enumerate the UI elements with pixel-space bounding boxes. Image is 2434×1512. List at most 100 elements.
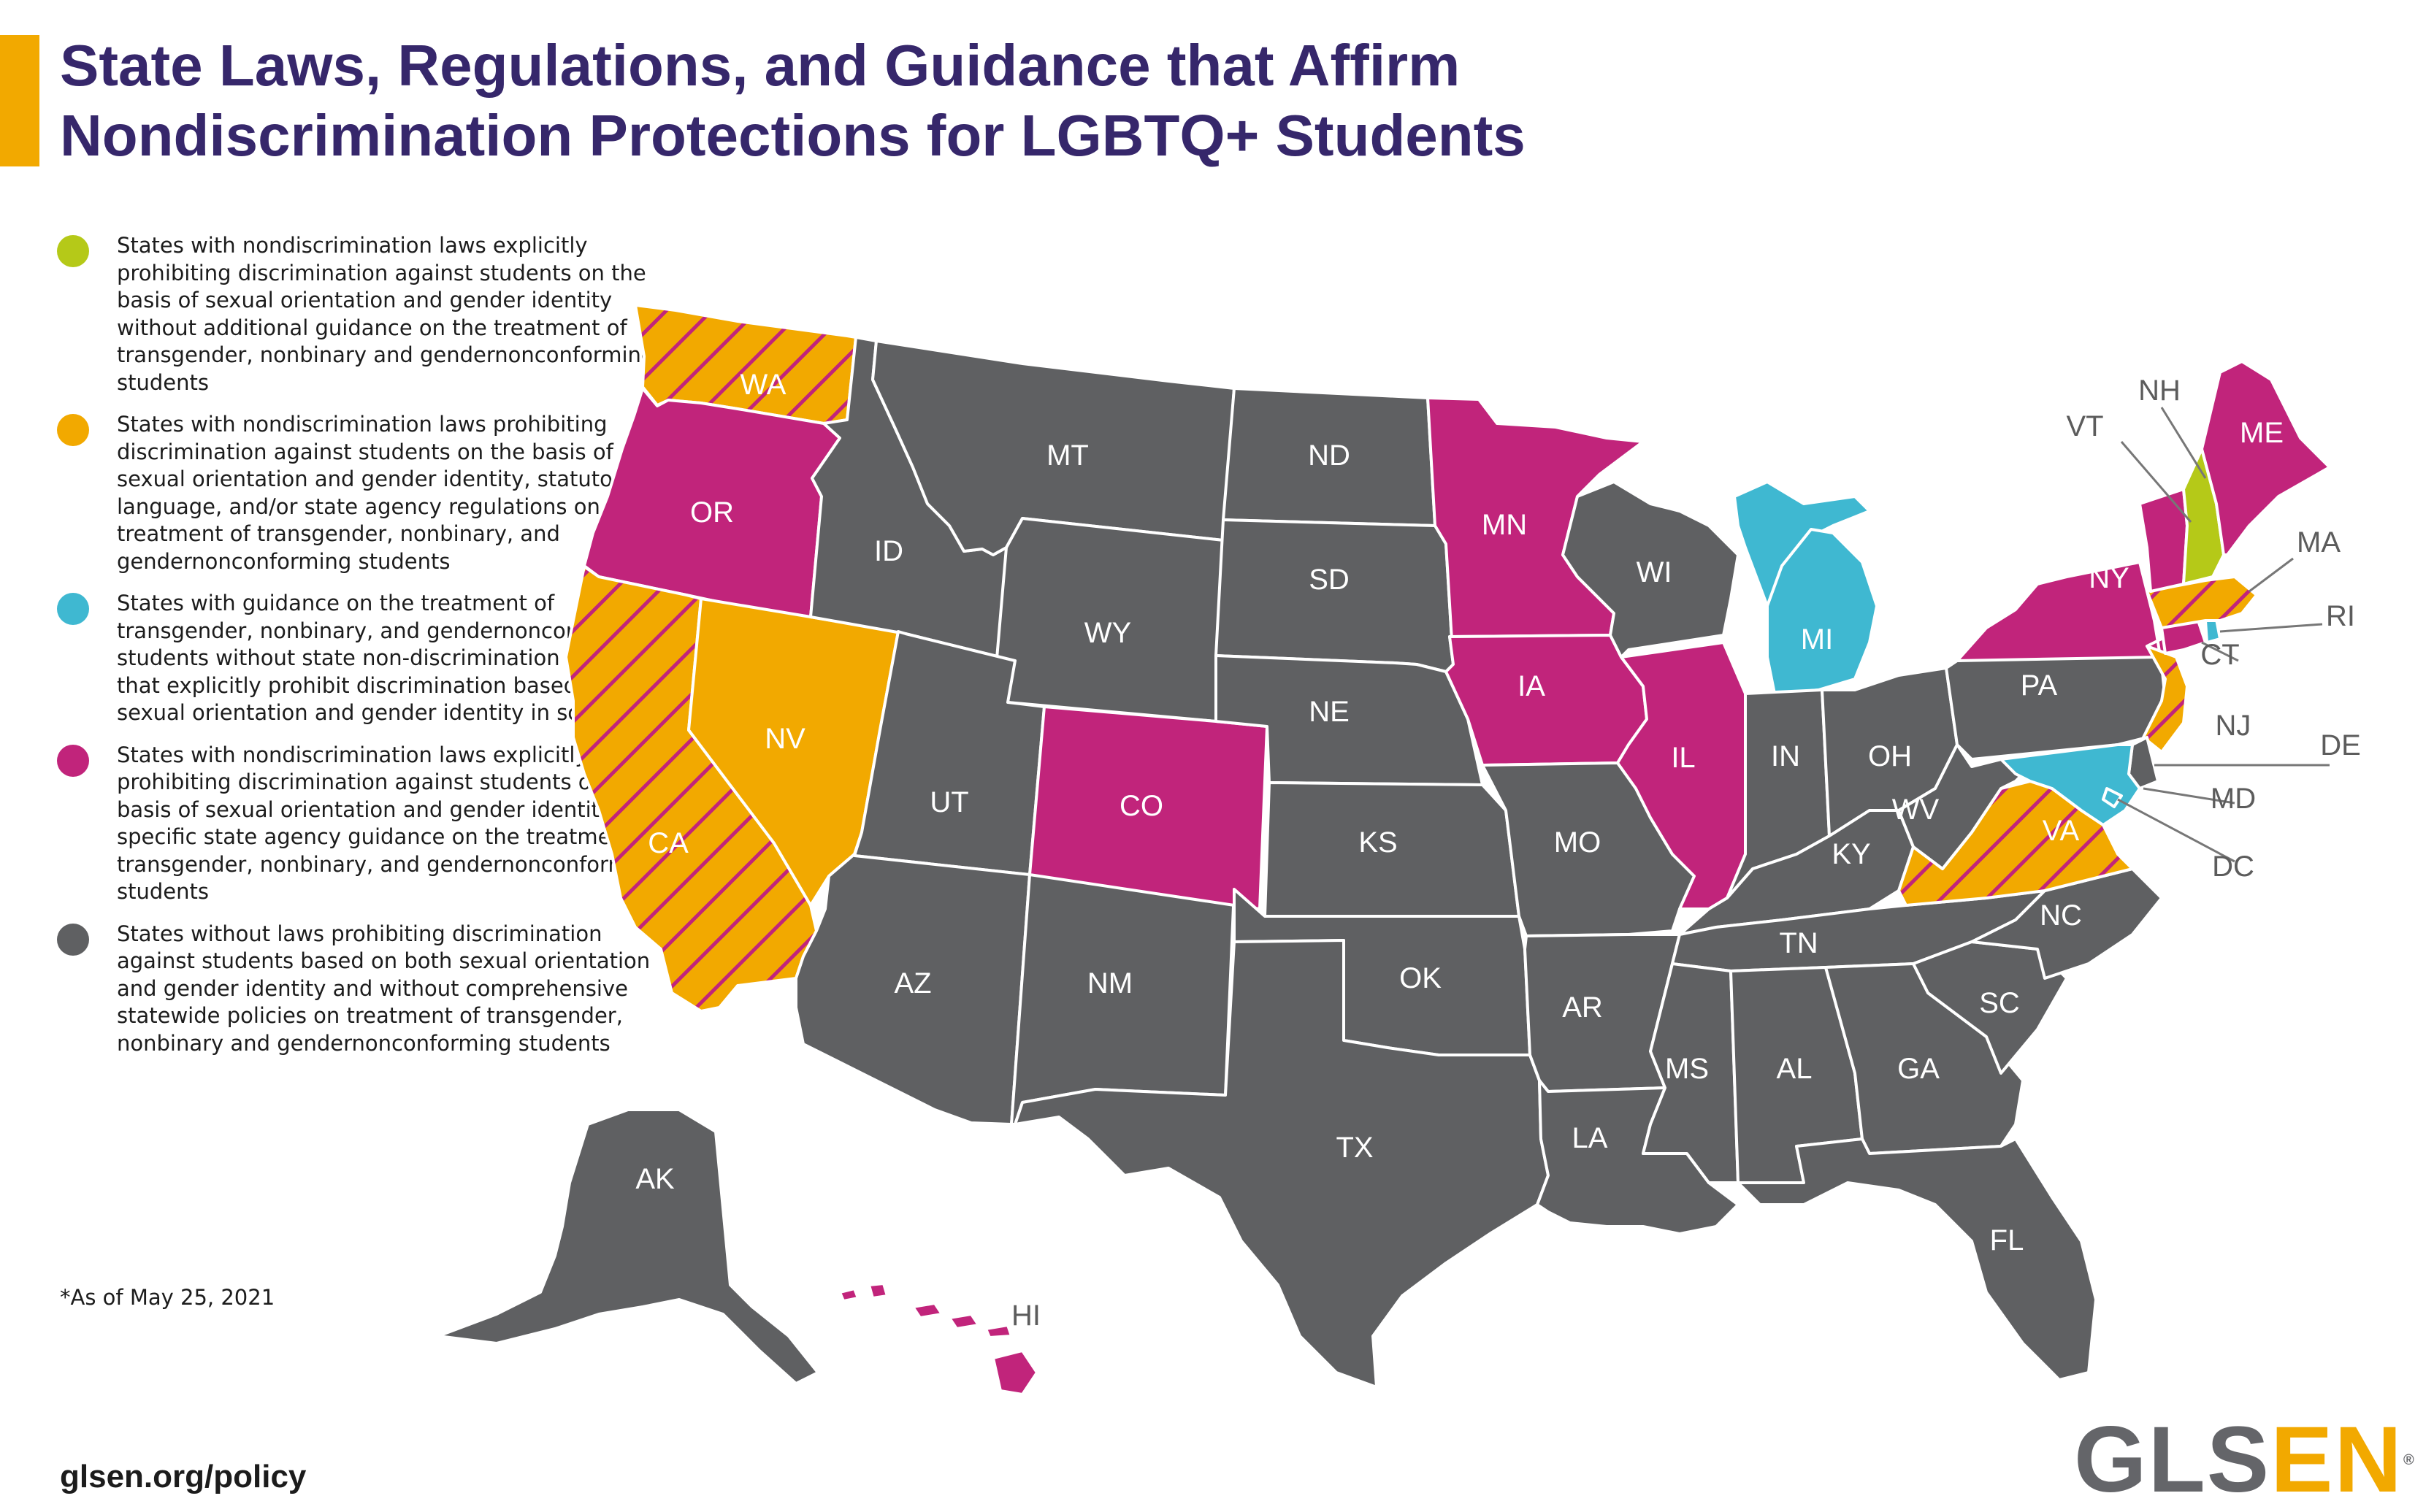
state-label-ga: GA xyxy=(1897,1053,1940,1085)
state-label-va: VA xyxy=(2043,815,2080,847)
state-ne xyxy=(1214,654,1484,786)
state-label-hi: HI xyxy=(1011,1300,1041,1332)
state-label-in: IN xyxy=(1771,740,1800,772)
legend-swatch-gray xyxy=(57,923,89,956)
state-label-ak: AK xyxy=(635,1163,675,1195)
state-label-nm: NM xyxy=(1087,967,1133,999)
state-label-oh: OH xyxy=(1868,740,1912,772)
state-label-co: CO xyxy=(1120,790,1163,822)
state-az xyxy=(795,853,1031,1126)
state-label-nv: NV xyxy=(765,723,805,755)
callout-line xyxy=(2219,623,2323,633)
state-ma xyxy=(2146,575,2258,629)
state-md xyxy=(1999,743,2141,826)
state-label-az: AZ xyxy=(894,967,931,999)
logo-registered-mark: ® xyxy=(2403,1452,2414,1468)
states-layer xyxy=(437,304,2331,1396)
glsen-logo: GLSEN® xyxy=(2074,1413,2414,1508)
state-mt xyxy=(871,339,1236,556)
state-hi xyxy=(911,1302,944,1319)
state-label-me: ME xyxy=(2240,417,2284,449)
state-hi xyxy=(992,1349,1038,1396)
legend-text-gray: States without laws prohibiting discrimi… xyxy=(117,921,651,1056)
state-sd xyxy=(1214,518,1455,673)
state-label-mi: MI xyxy=(1801,623,1833,656)
state-label-ma: MA xyxy=(2297,526,2341,559)
state-label-ky: KY xyxy=(1832,838,1870,870)
state-label-ia: IA xyxy=(1518,670,1545,702)
state-label-tn: TN xyxy=(1779,927,1818,959)
state-mi xyxy=(1766,528,1878,695)
state-ms xyxy=(1642,962,1740,1184)
state-label-dc: DC xyxy=(2212,851,2254,883)
state-label-ct: CT xyxy=(2200,639,2239,671)
state-label-ar: AR xyxy=(1562,991,1603,1024)
state-label-or: OR xyxy=(690,496,734,529)
state-label-mn: MN xyxy=(1482,509,1527,541)
callout-line xyxy=(2160,407,2207,479)
state-hi xyxy=(838,1287,860,1302)
state-label-wy: WY xyxy=(1084,617,1131,649)
title-line-1: State Laws, Regulations, and Guidance th… xyxy=(60,33,1461,98)
state-fl xyxy=(1737,1137,2097,1381)
state-label-tx: TX xyxy=(1336,1132,1373,1164)
state-hi xyxy=(868,1282,889,1300)
legend-text-orange: States with nondiscrimination laws prohi… xyxy=(117,412,642,574)
state-label-nd: ND xyxy=(1308,440,1350,472)
state-pa xyxy=(1945,645,2167,761)
state-label-ri: RI xyxy=(2326,600,2355,632)
callout-line xyxy=(2117,798,2235,863)
labels-layer: WA OR CA NV ID MT WY UT AZ NM CO ND SD NE KS OK TX MN IA MO… xyxy=(635,369,2360,1332)
callouts-layer xyxy=(2117,407,2330,863)
footnote: *As of May 25, 2021 xyxy=(60,1285,275,1310)
state-me xyxy=(2200,360,2331,556)
state-wi xyxy=(1561,480,1740,659)
legend-swatch-green xyxy=(57,235,89,267)
legend-item-magenta: States with nondiscrimination laws expli… xyxy=(57,742,663,906)
state-label-nc: NC xyxy=(2040,899,2082,932)
state-label-ut: UT xyxy=(930,786,968,818)
state-dc xyxy=(2102,787,2123,808)
state-label-md: MD xyxy=(2211,783,2256,815)
callout-line xyxy=(2120,441,2192,523)
state-label-ok: OK xyxy=(1399,962,1442,994)
state-ak xyxy=(437,1108,819,1385)
state-tx xyxy=(1014,939,1550,1389)
state-label-pa: PA xyxy=(2021,669,2058,702)
state-label-al: AL xyxy=(1777,1053,1813,1085)
legend-text-magenta: States with nondiscrimination laws expli… xyxy=(117,742,662,905)
state-label-la: LA xyxy=(1572,1122,1608,1154)
state-nj xyxy=(2142,645,2189,753)
state-label-nj: NJ xyxy=(2216,710,2251,742)
state-label-id: ID xyxy=(874,535,903,567)
state-label-mo: MO xyxy=(1554,826,1601,859)
state-label-ks: KS xyxy=(1358,826,1397,859)
title-accent-bar xyxy=(0,35,39,166)
state-label-wv: WV xyxy=(1892,794,1940,826)
state-label-wi: WI xyxy=(1637,556,1672,588)
legend-swatch-teal xyxy=(57,593,89,625)
state-nc xyxy=(1970,867,2163,980)
state-hi xyxy=(948,1313,980,1330)
legend: States with nondiscrimination laws expli… xyxy=(57,232,663,1057)
callout-line xyxy=(2201,641,2239,662)
page-title: State Laws, Regulations, and Guidance th… xyxy=(60,31,1740,171)
state-hi xyxy=(984,1324,1013,1339)
logo-en: EN xyxy=(2270,1408,2403,1512)
state-label-sd: SD xyxy=(1309,564,1350,596)
policy-url: glsen.org/policy xyxy=(60,1459,307,1494)
state-label-de: DE xyxy=(2320,729,2361,761)
legend-swatch-magenta xyxy=(57,744,89,777)
state-label-ny: NY xyxy=(2089,562,2129,594)
state-label-sc: SC xyxy=(1979,987,2020,1019)
state-vt xyxy=(2138,488,2189,593)
legend-item-gray: States without laws prohibiting discrimi… xyxy=(57,921,663,1058)
callout-line xyxy=(2143,787,2235,805)
state-label-vt: VT xyxy=(2066,410,2103,442)
logo-gl: GLS xyxy=(2074,1408,2271,1512)
state-label-ms: MS xyxy=(1665,1053,1709,1085)
state-ia xyxy=(1444,634,1648,767)
state-label-ca: CA xyxy=(648,827,689,859)
state-label-fl: FL xyxy=(1990,1224,2024,1256)
